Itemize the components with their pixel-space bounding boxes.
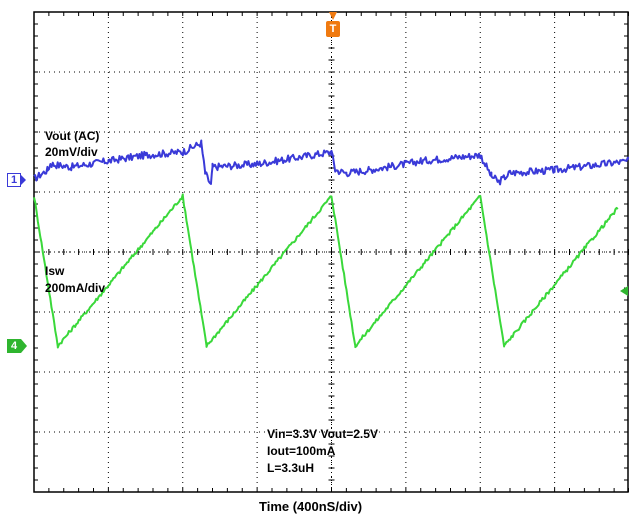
ch4-marker-arrow [21, 339, 27, 353]
ch1-scale-label: 20mV/div [45, 145, 98, 159]
graticule [33, 11, 629, 493]
annotation-iout: Iout=100mA [267, 444, 336, 458]
channel-4-marker: 4 [7, 339, 21, 353]
trace-isw [33, 193, 619, 349]
trace-vout-ac [33, 139, 629, 186]
ch4-name-label: Isw [45, 264, 65, 278]
trigger-marker: T [326, 21, 340, 37]
ch1-name-label: Vout (AC) [45, 129, 100, 143]
markers [21, 12, 628, 353]
annotation-vin-vout: Vin=3.3V Vout=2.5V [267, 427, 378, 441]
ch1-marker-arrow [21, 175, 26, 185]
traces [33, 139, 629, 349]
ch4-offscreen-arrow [620, 286, 628, 296]
trigger-arrow [329, 12, 337, 20]
annotation-inductance: L=3.3uH [267, 461, 315, 475]
channel-1-marker: 1 [7, 173, 21, 187]
x-axis-label: Time (400nS/div) [259, 499, 363, 514]
ch4-scale-label: 200mA/div [45, 281, 106, 295]
